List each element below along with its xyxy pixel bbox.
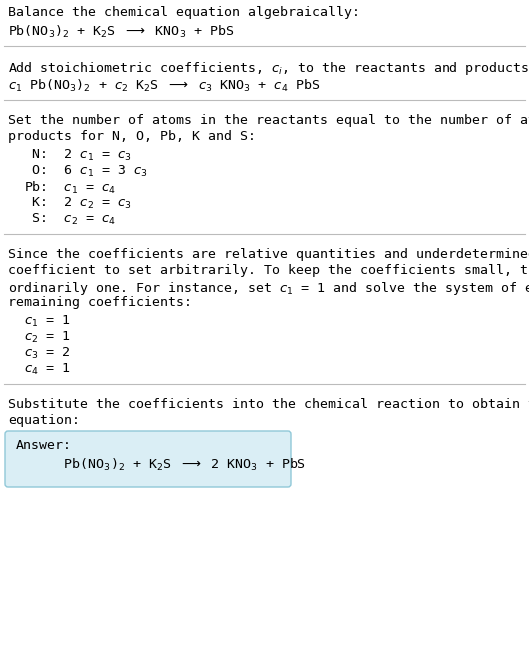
- Text: Pb:  $c_1$ = $c_4$: Pb: $c_1$ = $c_4$: [24, 180, 116, 196]
- Text: coefficient to set arbitrarily. To keep the coefficients small, the arbitrary va: coefficient to set arbitrarily. To keep …: [8, 264, 529, 277]
- Text: Pb(NO$_3$)$_2$ + K$_2$S $\longrightarrow$ 2 KNO$_3$ + PbS: Pb(NO$_3$)$_2$ + K$_2$S $\longrightarrow…: [16, 457, 306, 473]
- Text: $c_1$ = 1: $c_1$ = 1: [24, 314, 70, 329]
- Text: $c_1$ Pb(NO$_3$)$_2$ + $c_2$ K$_2$S $\longrightarrow$ $c_3$ KNO$_3$ + $c_4$ PbS: $c_1$ Pb(NO$_3$)$_2$ + $c_2$ K$_2$S $\lo…: [8, 78, 321, 94]
- Text: Answer:: Answer:: [16, 439, 72, 452]
- Text: Pb(NO$_3$)$_2$ + K$_2$S $\longrightarrow$ KNO$_3$ + PbS: Pb(NO$_3$)$_2$ + K$_2$S $\longrightarrow…: [8, 24, 234, 40]
- Text: Since the coefficients are relative quantities and underdetermined, choose a: Since the coefficients are relative quan…: [8, 248, 529, 261]
- Text: S:  $c_2$ = $c_4$: S: $c_2$ = $c_4$: [24, 212, 116, 227]
- Text: products for N, O, Pb, K and S:: products for N, O, Pb, K and S:: [8, 130, 256, 143]
- Text: remaining coefficients:: remaining coefficients:: [8, 296, 192, 309]
- Text: equation:: equation:: [8, 414, 80, 427]
- Text: Balance the chemical equation algebraically:: Balance the chemical equation algebraica…: [8, 6, 360, 19]
- Text: Add stoichiometric coefficients, $c_i$, to the reactants and products:: Add stoichiometric coefficients, $c_i$, …: [8, 60, 529, 77]
- Text: $c_4$ = 1: $c_4$ = 1: [24, 362, 70, 377]
- Text: $c_2$ = 1: $c_2$ = 1: [24, 330, 70, 345]
- FancyBboxPatch shape: [5, 431, 291, 487]
- Text: K:  2 $c_2$ = $c_3$: K: 2 $c_2$ = $c_3$: [24, 196, 132, 211]
- Text: N:  2 $c_1$ = $c_3$: N: 2 $c_1$ = $c_3$: [24, 148, 132, 163]
- Text: Substitute the coefficients into the chemical reaction to obtain the balanced: Substitute the coefficients into the che…: [8, 398, 529, 411]
- Text: $c_3$ = 2: $c_3$ = 2: [24, 346, 70, 361]
- Text: O:  6 $c_1$ = 3 $c_3$: O: 6 $c_1$ = 3 $c_3$: [24, 164, 148, 179]
- Text: ordinarily one. For instance, set $c_1$ = 1 and solve the system of equations fo: ordinarily one. For instance, set $c_1$ …: [8, 280, 529, 297]
- Text: Set the number of atoms in the reactants equal to the number of atoms in the: Set the number of atoms in the reactants…: [8, 114, 529, 127]
